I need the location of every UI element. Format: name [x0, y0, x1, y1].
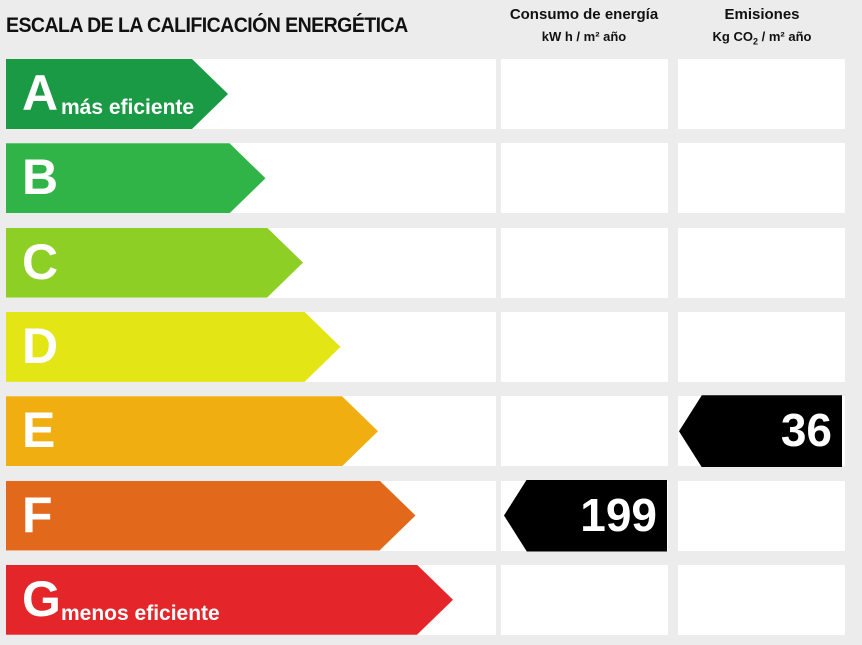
rating-bar-f: F — [6, 481, 416, 551]
consumo-value: 199 — [580, 488, 657, 541]
emisiones-indicator: 36 — [679, 395, 842, 468]
rating-letter-d: D — [22, 317, 59, 374]
row-box-b-consumo — [501, 143, 668, 214]
row-box-g-emisiones — [678, 564, 845, 635]
consumo-unit: kW h / m² año — [541, 29, 627, 44]
row-box-a-consumo — [501, 59, 668, 129]
row-box-a-emisiones — [678, 59, 845, 129]
rating-letter-a: A — [22, 65, 59, 121]
rating-bar-c: C — [6, 228, 303, 298]
row-box-c-emisiones — [678, 227, 845, 298]
rating-letter-f: F — [22, 486, 53, 543]
row-box-g-consumo — [501, 564, 668, 635]
rating-bar-e: E — [6, 396, 378, 466]
emisiones-unit: Kg CO2 / m² año — [712, 29, 812, 47]
rating-sublabel-a: más eficiente — [61, 96, 195, 119]
rating-letter-b: B — [22, 149, 59, 206]
row-box-d-emisiones — [678, 311, 845, 382]
row-box-d-consumo — [501, 311, 668, 382]
row-box-e-consumo — [501, 396, 668, 467]
consumo-label: Consumo de energía — [509, 6, 659, 23]
row-box-c-consumo — [501, 227, 668, 298]
emisiones-value: 36 — [780, 404, 832, 457]
rating-bar-b: B — [6, 143, 266, 213]
rating-letter-c: C — [22, 233, 59, 290]
emisiones-column-header: Emisiones Kg CO2 / m² año — [677, 6, 847, 53]
emisiones-label: Emisiones — [724, 6, 800, 23]
rating-bar-d: D — [6, 312, 341, 382]
consumo-column-header: Consumo de energía kW h / m² año — [499, 6, 669, 48]
row-box-b-emisiones — [678, 143, 845, 214]
rating-letter-g: G — [22, 570, 61, 627]
row-box-f-emisiones — [678, 480, 845, 551]
page-title: ESCALA DE LA CALIFICACIÓN ENERGÉTICA — [6, 14, 408, 37]
consumo-indicator: 199 — [504, 479, 667, 552]
rating-sublabel-g: menos eficiente — [61, 601, 220, 625]
rating-letter-e: E — [22, 402, 56, 459]
